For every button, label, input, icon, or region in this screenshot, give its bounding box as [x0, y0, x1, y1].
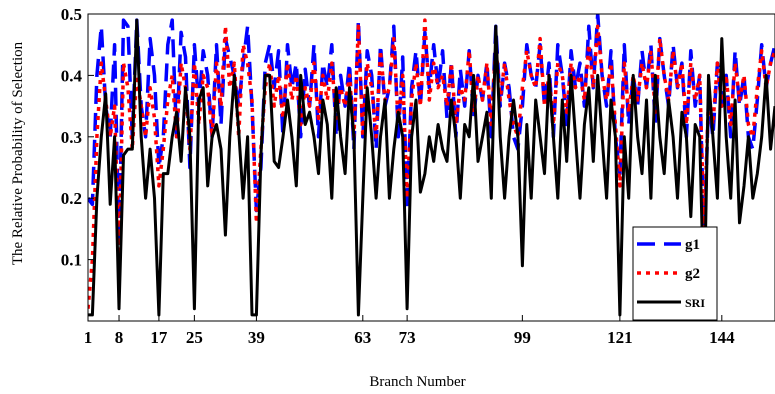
y-axis-label: The Relative Probability of Selection	[10, 41, 26, 265]
series-line-g2	[88, 18, 775, 309]
x-tick-label: 73	[399, 328, 416, 347]
x-tick-label: 1	[84, 328, 93, 347]
legend: g1 g2 SRI	[632, 226, 718, 321]
x-tick-label: 25	[186, 328, 203, 347]
y-tick-label: 0.2	[61, 189, 82, 208]
plot-frame	[87, 13, 775, 322]
x-tick-label: 63	[354, 328, 371, 347]
y-tick-label: 0.1	[61, 251, 82, 270]
y-tick-label: 0.3	[61, 128, 82, 147]
x-tick-label: 17	[150, 328, 168, 347]
x-tick-label: 8	[115, 328, 124, 347]
y-tick-label: 0.5	[61, 5, 82, 24]
series-line-sri	[88, 18, 775, 317]
x-tick-label: 99	[514, 328, 531, 347]
x-tick-label: 144	[709, 328, 735, 347]
x-axis: 1 8 17 25 39 63 73 99 121 144	[84, 315, 735, 347]
x-axis-label: Branch Number	[369, 374, 465, 390]
legend-label-g2: g2	[685, 266, 700, 282]
series-layer	[88, 14, 775, 317]
x-tick-label: 121	[607, 328, 633, 347]
legend-label-sri: SRI	[685, 296, 705, 310]
y-tick-label: 0.4	[61, 66, 83, 85]
x-tick-label: 39	[248, 328, 265, 347]
y-axis: 0.1 0.2 0.3 0.4 0.5	[61, 5, 94, 270]
legend-label-g1: g1	[685, 237, 700, 253]
